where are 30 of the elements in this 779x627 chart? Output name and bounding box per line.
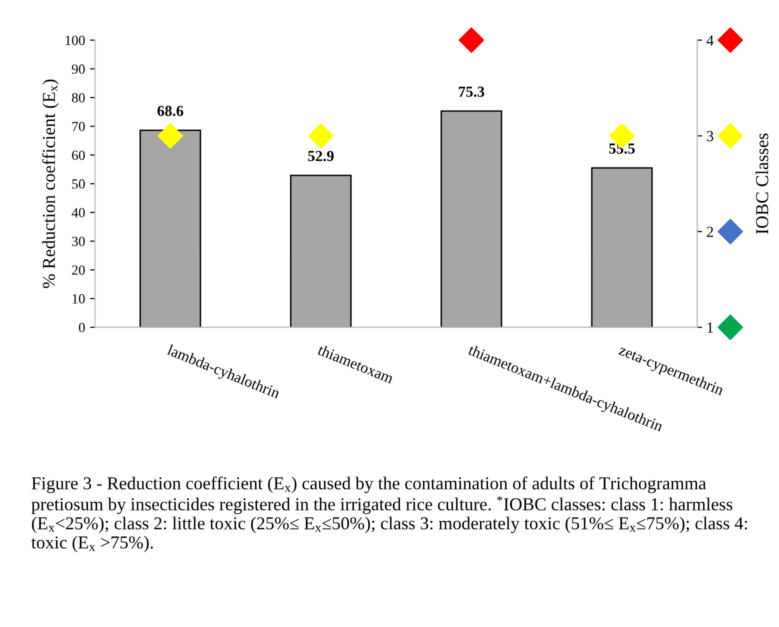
- y2-tick-label: 4: [706, 35, 714, 46]
- bar: [591, 167, 653, 328]
- text: Figure 3 - Reduction coefficient (E$_{x}$) caused by the contamination of adults of Trichogramma pretiosum by insecticides registered in the irrigated rice culture. $^{*}$IOBC classes: class 1: harmless (E$_{x}$<25%); class 2: little toxic (25%≤ E$_{x}$≤50%); class 3: moderately toxic (51%≤ E$_{x}$≤75%); class 4: toxic (E$_{x}$ >75%).: [31, 476, 747, 552]
- y-tick-label: 0: [78, 322, 85, 332]
- bar: [440, 110, 502, 328]
- point: [718, 218, 744, 244]
- y-tick-label: 80: [72, 93, 85, 103]
- point: [718, 27, 744, 53]
- data-label: 52.9: [308, 150, 334, 162]
- y-tick-label: 10: [72, 294, 85, 304]
- bar: [140, 130, 202, 328]
- y-tick-label: 20: [72, 265, 85, 275]
- y-tick-label: 60: [72, 150, 85, 160]
- y-tick-label: 30: [72, 236, 85, 246]
- point: [308, 123, 334, 149]
- data-label: 68.6: [157, 106, 184, 116]
- point: [718, 123, 744, 149]
- bar: [290, 174, 352, 328]
- y-tick-label: 40: [72, 208, 85, 218]
- y-tick-label: 70: [72, 122, 85, 132]
- y2-tick-label: 1: [708, 322, 713, 333]
- y2-tick-label: 3: [706, 131, 714, 142]
- y-tick-label: 90: [72, 64, 85, 74]
- y-tick-label: 50: [72, 179, 85, 189]
- y2-axis-title: IOBC Classes: [756, 133, 768, 234]
- y-axis-title: % Reduction coefficient (E$_{x}$): [42, 80, 59, 288]
- point: [718, 314, 744, 340]
- y2-tick-label: 2: [706, 226, 714, 237]
- y-tick-label: 100: [66, 36, 85, 46]
- data-label: 75.3: [458, 86, 484, 97]
